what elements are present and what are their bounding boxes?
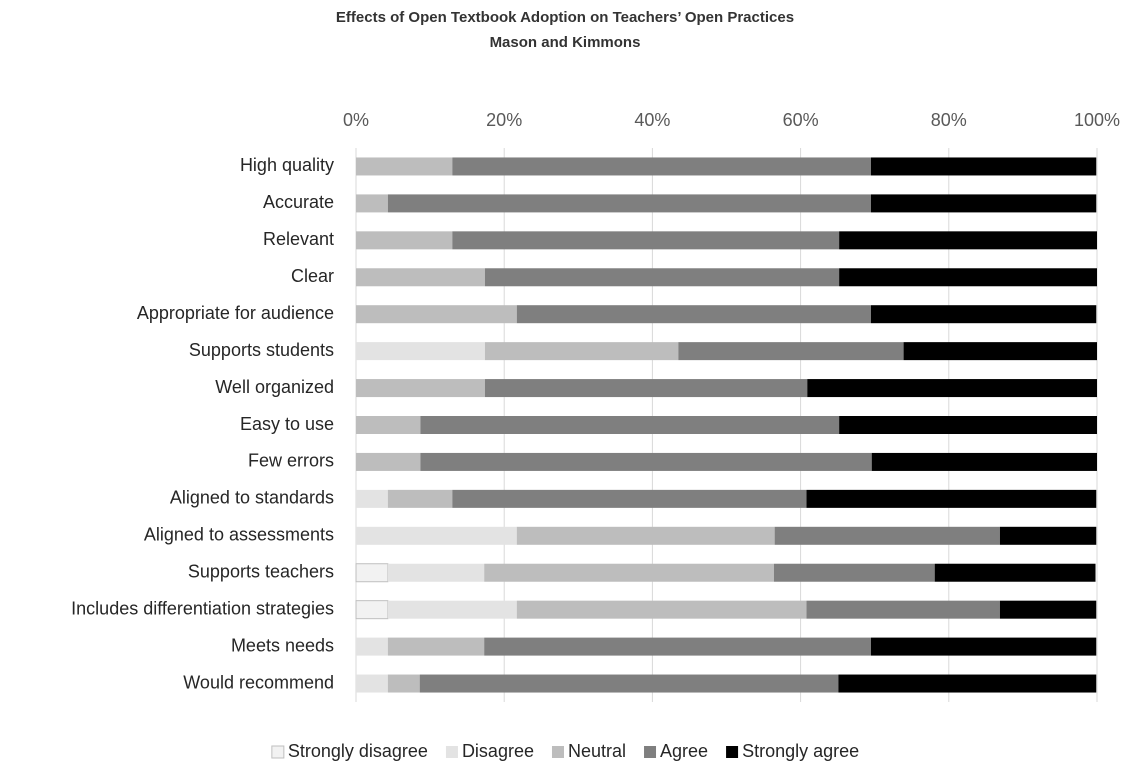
x-tick-label: 20% [486, 110, 522, 130]
bar-segment [773, 563, 935, 582]
bar-segment [806, 600, 1000, 619]
legend-swatch [445, 746, 458, 758]
bar-segment [387, 674, 420, 693]
bar-segment [999, 600, 1097, 619]
bar-segment [806, 489, 1097, 508]
bar-segment [387, 637, 485, 656]
bar-segment [870, 637, 1097, 656]
x-tick-label: 60% [783, 110, 819, 130]
bar-segment [387, 600, 517, 619]
bar-segment [356, 231, 453, 250]
bar-segment [356, 342, 485, 361]
bar-segment [420, 416, 840, 434]
bar-segment [774, 526, 1000, 545]
bar-segment [356, 416, 421, 434]
bar-segment [516, 526, 775, 545]
bar-segment [934, 563, 1096, 582]
bar-segment [871, 452, 1097, 471]
bar-segment [807, 379, 1097, 398]
bar-segment [356, 452, 421, 471]
y-tick-label: Relevant [263, 229, 334, 249]
bar-segment [839, 231, 1097, 250]
bar-segment [452, 231, 840, 250]
bar-segment [484, 563, 774, 582]
bar-segment [387, 489, 453, 508]
bar-segment [387, 194, 871, 213]
y-tick-label: Accurate [263, 192, 334, 212]
bar-segment [356, 674, 388, 693]
y-tick-label: Supports teachers [188, 561, 334, 581]
legend-label: Disagree [462, 741, 534, 761]
legend-swatch [644, 746, 657, 758]
bar-segment [516, 305, 871, 324]
bar-segment [838, 674, 1097, 693]
bar-segment [999, 526, 1097, 545]
chart-title: Effects of Open Textbook Adoption on Tea… [336, 9, 794, 26]
bar-segment [484, 637, 871, 656]
bar-segment [516, 600, 807, 619]
chart-subtitle: Mason and Kimmons [490, 34, 641, 51]
bar-segment [356, 194, 388, 213]
y-tick-label: Meets needs [231, 635, 334, 655]
x-tick-label: 80% [931, 110, 967, 130]
bar-segment [870, 305, 1097, 324]
bar-segment [452, 489, 807, 508]
legend-label: Agree [660, 741, 708, 761]
y-tick-label: Appropriate for audience [137, 303, 334, 323]
x-tick-label: 100% [1074, 110, 1120, 130]
bar-segment [484, 268, 840, 287]
legend-label: Strongly disagree [288, 741, 428, 761]
legend-label: Neutral [568, 741, 626, 761]
y-tick-label: Clear [291, 266, 334, 286]
bar-segment [870, 194, 1097, 213]
y-tick-label: Includes differentiation strategies [71, 598, 334, 618]
bar-segment [420, 452, 872, 471]
x-tick-label: 0% [343, 110, 369, 130]
bar-segment [678, 342, 904, 361]
bar-segment [839, 268, 1097, 287]
bar-segment [356, 526, 517, 545]
legend-swatch [726, 746, 739, 758]
bar-segment [356, 268, 485, 287]
bar-segment [870, 157, 1097, 176]
legend-swatch [271, 745, 285, 759]
bar-segment [356, 637, 388, 656]
y-tick-label: Aligned to assessments [144, 525, 334, 545]
bar-segment [356, 305, 517, 324]
bar-segment [484, 342, 679, 361]
bar-segment [356, 489, 388, 508]
y-tick-label: Would recommend [183, 672, 334, 692]
bar-segment [356, 379, 485, 398]
y-tick-label: Few errors [248, 451, 334, 471]
legend-swatch [551, 746, 564, 758]
y-tick-label: Supports students [189, 340, 334, 360]
bar-segment [452, 157, 871, 176]
bar-segment [484, 379, 808, 398]
y-tick-label: Well organized [215, 377, 334, 397]
bar-segment [356, 157, 453, 176]
y-tick-label: Aligned to standards [170, 488, 334, 508]
y-tick-label: High quality [240, 155, 334, 175]
bar-segment [355, 563, 389, 583]
legend-label: Strongly agree [742, 741, 859, 761]
bar-segment [419, 674, 839, 693]
bar-segment [387, 563, 485, 582]
bar-segment [839, 416, 1097, 434]
y-tick-label: Easy to use [240, 414, 334, 434]
bar-segment [355, 600, 389, 620]
x-tick-label: 40% [634, 110, 670, 130]
bar-segment [903, 342, 1097, 361]
